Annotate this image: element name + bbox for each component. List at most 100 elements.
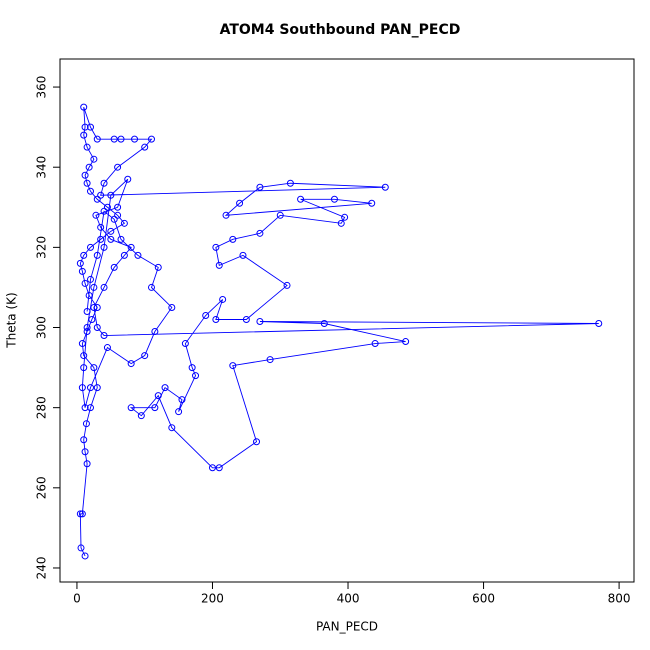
data-point [266,356,274,364]
x-tick-label: 400 [337,592,360,606]
data-point [80,436,88,444]
data-point [368,199,376,207]
data-point [83,143,91,151]
y-tick-label: 280 [35,396,49,419]
data-point [124,175,132,183]
data-point [168,424,176,432]
data-point [93,135,101,143]
data-point [80,364,88,372]
data-point [229,362,237,370]
data-point [100,207,108,215]
data-point [595,320,603,328]
y-tick-label: 300 [35,316,49,339]
data-point [93,324,101,332]
data-point [86,243,94,251]
x-tick-label: 800 [608,592,631,606]
data-point [236,199,244,207]
data-point [83,307,91,315]
data-point [141,143,149,151]
data-point [175,408,183,416]
data-point [90,155,98,163]
data-point [110,263,118,271]
y-tick-label: 340 [35,156,49,179]
data-point [100,179,108,187]
data-point [78,510,86,518]
x-tick-label: 200 [201,592,224,606]
data-point [181,340,189,348]
data-point [110,135,118,143]
data-point [222,211,230,219]
data-point [215,261,223,269]
data-point [212,243,220,251]
data-point [81,448,89,456]
plot-frame [59,58,635,583]
data-point [81,123,89,131]
x-tick-label: 0 [73,592,81,606]
y-tick-label: 320 [35,236,49,259]
data-point [78,384,86,392]
data-point [103,203,111,211]
data-point [77,544,85,552]
data-point [127,243,135,251]
data-point [83,324,91,332]
data-point [256,183,264,191]
data-point [86,187,94,195]
data-point [97,223,105,231]
data-point [86,404,94,412]
data-point [114,203,122,211]
data-point [215,464,223,472]
data-point [131,135,139,143]
data-point [81,552,89,560]
data-point [239,251,247,259]
data-point [81,171,89,179]
data-point [107,191,115,199]
data-point [381,183,389,191]
data-point [76,259,84,267]
data-point [76,510,84,518]
x-axis-label: PAN_PECD [316,620,378,634]
data-point [107,227,115,235]
data-point [100,332,108,340]
data-point [337,219,345,227]
data-point [137,412,145,420]
data-point [78,267,86,275]
data-point [151,404,159,412]
data-point [78,340,86,348]
data-point [81,404,89,412]
data-point [402,338,410,346]
data-point [192,372,200,380]
data-point [256,318,264,326]
data-point [100,243,108,251]
data-point [86,384,94,392]
data-point [93,251,101,259]
data-point [154,263,162,271]
data-point [202,311,210,319]
data-point [93,384,101,392]
data-point [151,328,159,336]
data-point [147,283,155,291]
data-point [330,195,338,203]
data-point [141,352,149,360]
data-point [110,215,118,223]
data-point [178,396,186,404]
data-point [320,320,328,328]
data-point [107,235,115,243]
data-point [120,251,128,259]
data-point [83,179,91,187]
y-tick-label: 360 [35,76,49,99]
data-point [80,103,88,111]
data-point [341,213,349,221]
data-point [85,291,93,299]
data-point [208,464,216,472]
data-point [147,135,155,143]
data-point [219,295,227,303]
data-point [97,235,105,243]
data-point [256,229,264,237]
data-point [93,195,101,203]
data-point [297,195,305,203]
data-point [229,235,237,243]
data-point [92,211,100,219]
data-point [114,163,122,171]
data-point [276,211,284,219]
data-point [242,315,250,323]
